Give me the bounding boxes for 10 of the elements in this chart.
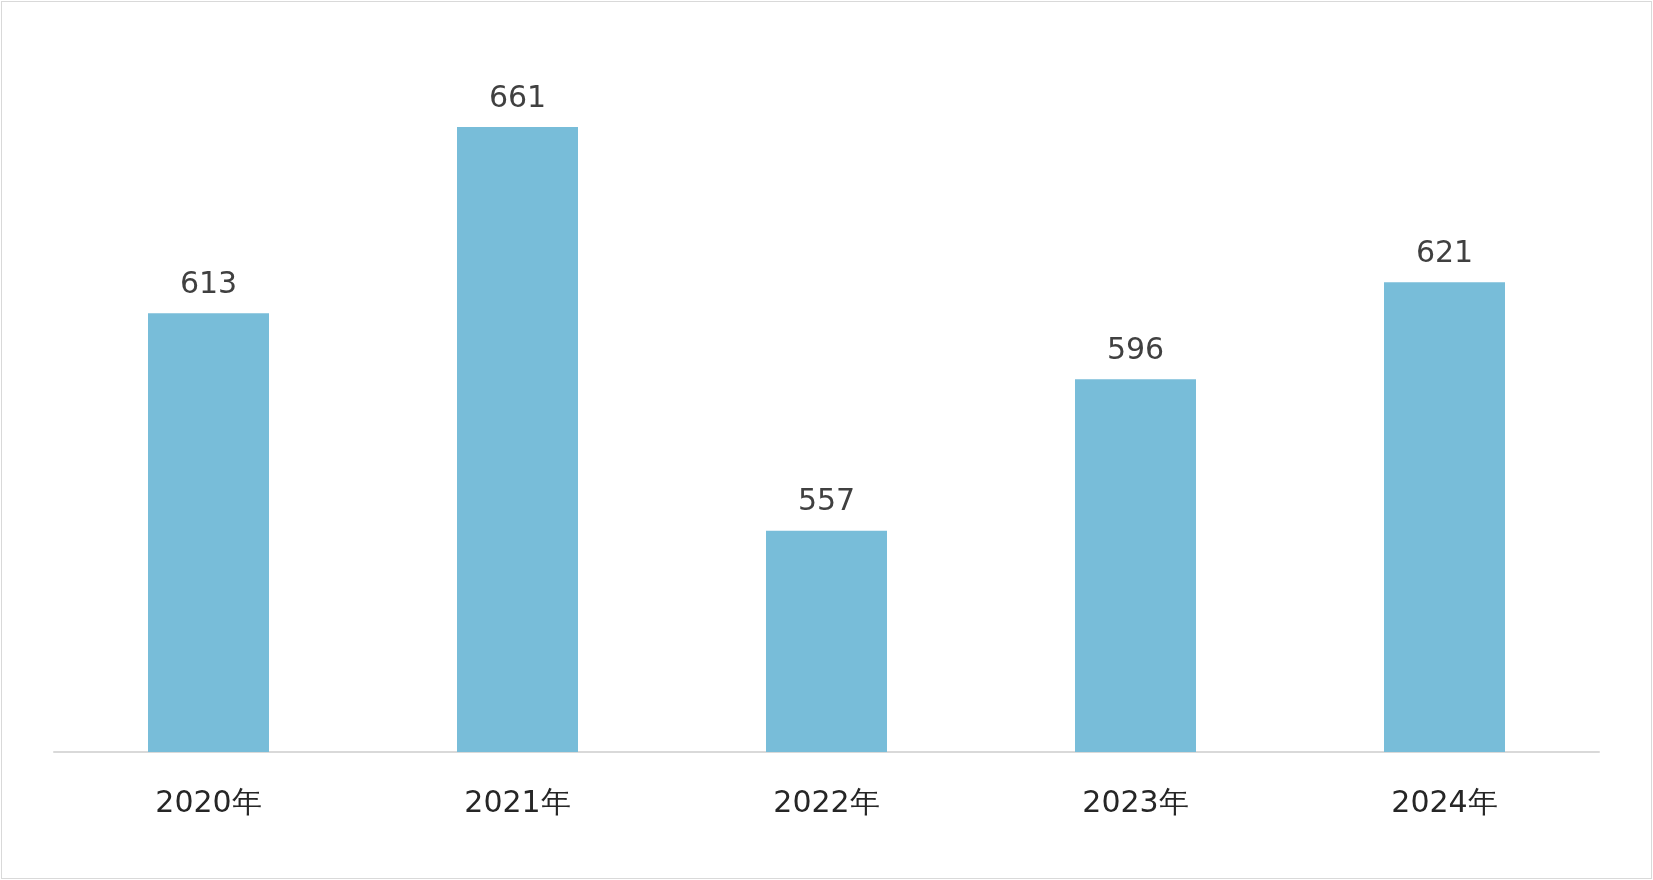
data-label: 596 [1106,330,1165,366]
data-label: 557 [797,482,856,518]
x-tick-label: 2023年 [1082,783,1189,819]
data-label: 661 [488,78,547,114]
data-label: 621 [1415,233,1474,269]
x-tick-label: 2020年 [155,783,262,819]
data-label: 613 [179,264,238,300]
x-tick-label: 2021年 [464,783,571,819]
x-tick-label: 2022年 [773,783,880,819]
x-tick-label: 2024年 [1391,783,1498,819]
